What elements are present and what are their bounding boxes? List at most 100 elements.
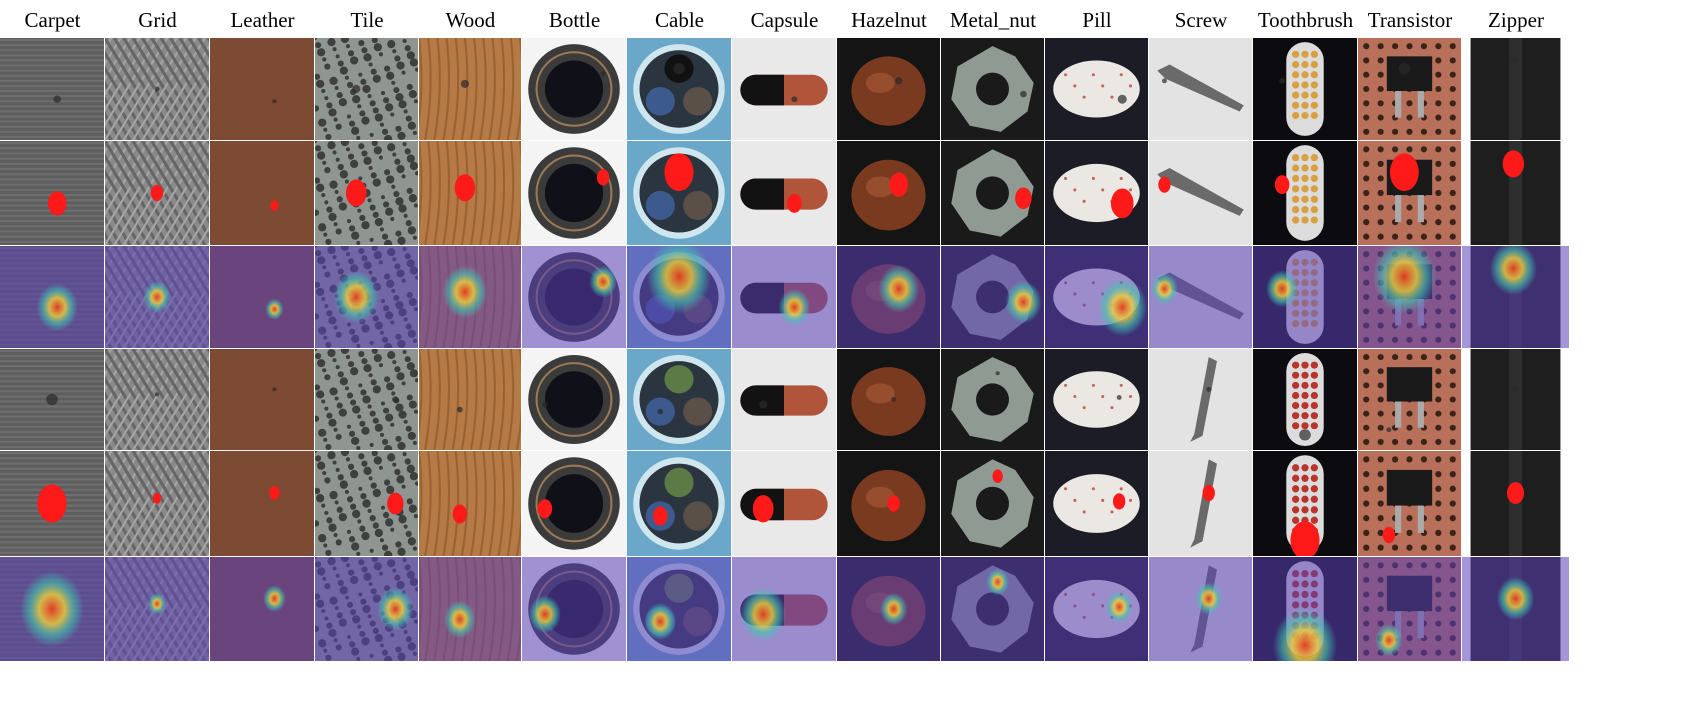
screw-heatmap-image [1149, 557, 1252, 661]
transistor-sample-1-mask [1358, 141, 1461, 245]
transistor-sample-2-heatmap [1358, 557, 1461, 661]
heatmap-hotspot [1150, 272, 1179, 305]
cable-heatmap-image [627, 246, 731, 348]
cable-mask-image [627, 451, 731, 556]
zipper-sample-2-image [1462, 349, 1569, 450]
heatmap-hotspot [1266, 270, 1299, 308]
grid-image-image [105, 349, 209, 450]
grid-sample-2-heatmap [105, 557, 209, 661]
tile-image-image [315, 38, 418, 140]
defect-mask [889, 172, 909, 197]
zipper-image-image [1462, 349, 1569, 450]
heatmap-overlay [522, 246, 626, 348]
wood-heatmap-image [419, 246, 521, 348]
bottle-sample-1-heatmap [522, 246, 626, 348]
heatmap-hotspot [1195, 582, 1223, 615]
column-title-carpet: Carpet [24, 8, 81, 32]
cable-heatmap-image [627, 557, 731, 661]
grid-image-image [105, 38, 209, 140]
grid-sample-1-image [105, 38, 209, 140]
defect-mask [452, 504, 467, 524]
defect-mask [752, 495, 774, 523]
heatmap-hotspot [263, 585, 286, 613]
defect-spot [541, 401, 548, 408]
transistor-image-image [1358, 349, 1461, 450]
toothbrush-sample-1-heatmap [1253, 246, 1357, 348]
column-title-transistor: Transistor [1367, 8, 1453, 32]
bottle-sample-1-image [522, 38, 626, 140]
screw-sample-2-mask [1149, 451, 1252, 556]
column-title-cable: Cable [655, 8, 704, 32]
defect-mask [1202, 484, 1215, 502]
toothbrush-sample-2-heatmap [1253, 557, 1357, 661]
tile-heatmap-image [315, 557, 418, 661]
wood-sample-1-heatmap [419, 246, 521, 348]
defect-spot [1512, 386, 1519, 393]
carpet-image-image [0, 349, 104, 450]
defect-spot [272, 387, 277, 392]
toothbrush-sample-2-mask [1253, 451, 1357, 556]
pill-heatmap-image [1045, 557, 1148, 661]
heatmap-hotspot [442, 265, 488, 319]
metal-nut-sample-1-image [941, 38, 1044, 140]
defect-mask [1502, 150, 1525, 178]
metal-nut-heatmap-image [941, 246, 1044, 348]
column-title-screw: Screw [1174, 8, 1228, 32]
bottle-sample-1-mask [522, 141, 626, 245]
hazelnut-sample-2-image [837, 349, 940, 450]
zipper-heatmap-image [1462, 246, 1569, 348]
bottle-heatmap-image [522, 246, 626, 348]
defect-mask [37, 484, 67, 523]
heatmap-overlay [1358, 557, 1461, 661]
metal-nut-sample-2-heatmap [941, 557, 1044, 661]
defect-mask [992, 469, 1003, 484]
carpet-heatmap-image [0, 557, 104, 661]
wood-image-image [419, 349, 521, 450]
transistor-heatmap-image [1358, 557, 1461, 661]
heatmap-hotspot [19, 571, 85, 647]
wood-sample-2-mask [419, 451, 521, 556]
hazelnut-sample-1-heatmap [837, 246, 940, 348]
capsule-sample-1-heatmap [732, 246, 836, 348]
pill-sample-2-image [1045, 349, 1148, 450]
defect-spot [1509, 56, 1518, 65]
pill-image-image [1045, 349, 1148, 450]
defect-spot [759, 400, 768, 409]
wood-image-image [419, 38, 521, 140]
transistor-image-image [1358, 38, 1461, 140]
capsule-sample-1-mask [732, 141, 836, 245]
heatmap-hotspot [265, 298, 284, 320]
defect-spot [1386, 427, 1392, 433]
tile-mask-image [315, 451, 418, 556]
heatmap-hotspot [1005, 280, 1042, 324]
defect-spot [600, 71, 606, 77]
bottle-sample-2-mask [522, 451, 626, 556]
defect-spot [352, 84, 361, 94]
hazelnut-image-image [837, 349, 940, 450]
defect-mask [47, 191, 67, 216]
toothbrush-heatmap-image [1253, 246, 1357, 348]
leather-mask-image [210, 451, 314, 556]
toothbrush-mask-image [1253, 451, 1357, 556]
pill-mask-image [1045, 451, 1148, 556]
transistor-heatmap-image [1358, 246, 1461, 348]
pill-sample-1-heatmap [1045, 246, 1148, 348]
heatmap-hotspot [1375, 623, 1403, 657]
tile-mask-image [315, 141, 418, 245]
leather-heatmap-image [210, 557, 314, 661]
hazelnut-image-image [837, 38, 940, 140]
column-title-wood: Wood [445, 8, 496, 32]
defect-spot [392, 396, 399, 403]
screw-heatmap-image [1149, 246, 1252, 348]
toothbrush-heatmap-image [1253, 557, 1357, 661]
carpet-sample-2-mask [0, 451, 104, 556]
wood-sample-1-image [419, 38, 521, 140]
column-title-pill: Pill [1082, 8, 1112, 32]
tile-heatmap-image [315, 246, 418, 348]
screw-sample-2-image [1149, 349, 1252, 450]
defect-mask [270, 200, 279, 211]
bottle-sample-2-heatmap [522, 557, 626, 661]
pill-heatmap-image [1045, 246, 1148, 348]
tile-sample-1-heatmap [315, 246, 418, 348]
grid-heatmap-image [105, 557, 209, 661]
